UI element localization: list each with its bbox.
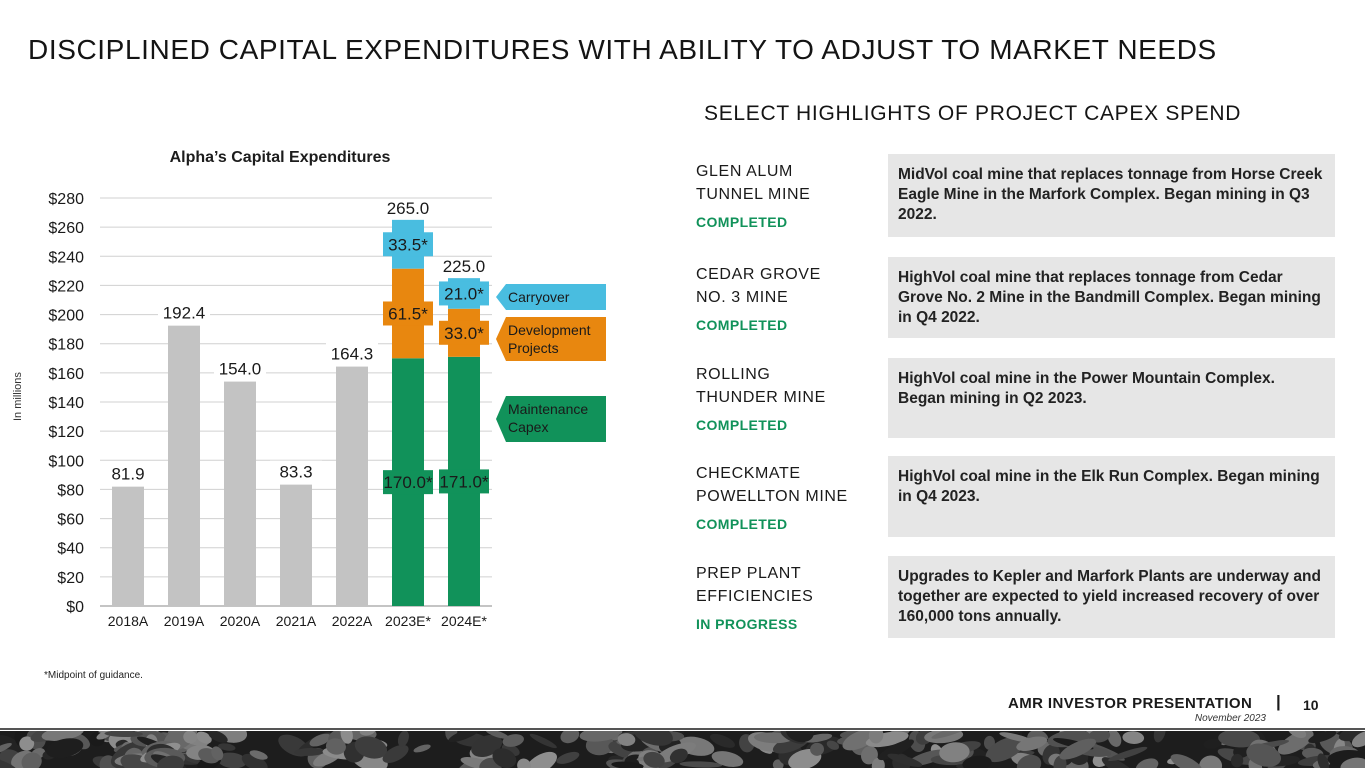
total-label: 225.0 — [443, 257, 486, 276]
bar-actual — [336, 366, 368, 606]
project-prep-plant: PREP PLANT EFFICIENCIES IN PROGRESS — [696, 562, 886, 632]
project-description-cedar-grove: HighVol coal mine that replaces tonnage … — [888, 257, 1335, 338]
bar-actual — [280, 484, 312, 606]
page-number: 10 — [1303, 697, 1319, 713]
legend-label: Carryover — [508, 289, 570, 305]
y-tick-label: $180 — [48, 337, 84, 354]
legend-flag-maintenance-capex — [496, 396, 606, 442]
project-name: ROLLING THUNDER MINE — [696, 366, 826, 406]
legend-flag-development-projects — [496, 317, 606, 361]
y-tick-label: $140 — [48, 395, 84, 412]
project-name: GLEN ALUM TUNNEL MINE — [696, 163, 811, 203]
coal-texture-banner — [0, 731, 1365, 768]
y-tick-label: $0 — [66, 599, 84, 616]
x-tick-label: 2019A — [164, 613, 205, 629]
y-tick-label: $40 — [57, 541, 84, 558]
legend-label: Development — [508, 322, 591, 338]
data-label: 83.3 — [279, 463, 312, 482]
x-tick-label: 2024E* — [441, 613, 487, 629]
data-label-bg — [270, 460, 322, 482]
y-tick-label: $80 — [57, 482, 84, 499]
footer-date: November 2023 — [1194, 713, 1266, 724]
y-tick-label: $120 — [48, 424, 84, 441]
y-tick-label: $280 — [48, 191, 84, 208]
x-tick-label: 2021A — [276, 613, 317, 629]
footer-divider — [0, 728, 1365, 730]
segment-label-box — [439, 320, 489, 345]
project-rolling-thunder: ROLLING THUNDER MINE COMPLETED — [696, 363, 886, 433]
project-description-prep-plant: Upgrades to Kepler and Marfork Plants ar… — [888, 556, 1335, 638]
y-tick-label: $60 — [57, 512, 84, 529]
data-label-bg — [158, 301, 210, 323]
project-description-rolling-thunder: HighVol coal mine in the Power Mountain … — [888, 358, 1335, 438]
bar-actual — [168, 325, 200, 606]
project-name: CEDAR GROVE NO. 3 MINE — [696, 266, 821, 306]
segment-label-box — [439, 281, 489, 306]
segment-label-box — [383, 232, 433, 257]
segment-label-box — [439, 469, 489, 494]
data-label: 192.4 — [163, 304, 206, 323]
segment-label-box — [383, 470, 433, 495]
project-status: COMPLETED — [696, 214, 788, 230]
project-glen-alum: GLEN ALUM TUNNEL MINE COMPLETED — [696, 160, 886, 230]
project-description-glen-alum: MidVol coal mine that replaces tonnage f… — [888, 154, 1335, 237]
x-tick-label: 2022A — [332, 613, 373, 629]
x-tick-label: 2023E* — [385, 613, 431, 629]
project-checkmate-powellton: CHECKMATE POWELLTON MINE COMPLETED — [696, 462, 886, 532]
y-tick-label: $200 — [48, 308, 84, 325]
legend-label: Projects — [508, 340, 559, 356]
footer-brand: AMR INVESTOR PRESENTATION — [1008, 695, 1253, 712]
y-tick-label: $260 — [48, 220, 84, 237]
legend-flag-carryover — [496, 284, 606, 310]
project-description-checkmate-powellton: HighVol coal mine in the Elk Run Complex… — [888, 456, 1335, 537]
segment-label-box — [383, 301, 433, 326]
y-tick-label: $220 — [48, 278, 84, 295]
footnote: *Midpoint of guidance. — [44, 670, 143, 681]
segment-label: 33.5* — [388, 235, 428, 254]
data-label-bg — [326, 342, 378, 364]
project-status: IN PROGRESS — [696, 616, 798, 632]
y-tick-label: $20 — [57, 570, 84, 587]
y-tick-label: $240 — [48, 249, 84, 266]
y-tick-label: $160 — [48, 366, 84, 383]
segment-label: 21.0* — [444, 284, 484, 303]
footer-separator: | — [1276, 692, 1281, 711]
project-status: COMPLETED — [696, 317, 788, 333]
segment-label: 170.0* — [383, 473, 433, 492]
project-status: COMPLETED — [696, 516, 788, 532]
segment-label: 171.0* — [439, 472, 489, 491]
highlights-title: SELECT HIGHLIGHTS OF PROJECT CAPEX SPEND — [704, 102, 1242, 125]
bar-actual — [112, 486, 144, 606]
segment-label: 33.0* — [444, 324, 484, 343]
bar-actual — [224, 381, 256, 606]
data-label-bg — [102, 462, 154, 484]
x-tick-label: 2018A — [108, 613, 149, 629]
chart-title: Alpha’s Capital Expenditures — [169, 149, 391, 166]
project-status: COMPLETED — [696, 417, 788, 433]
project-name: PREP PLANT EFFICIENCIES — [696, 565, 814, 605]
project-cedar-grove: CEDAR GROVE NO. 3 MINE COMPLETED — [696, 263, 886, 333]
legend-label: Maintenance — [508, 401, 588, 417]
data-label: 154.0 — [219, 360, 262, 379]
data-label-bg — [214, 357, 266, 379]
page-title: DISCIPLINED CAPITAL EXPENDITURES WITH AB… — [28, 34, 1217, 65]
project-name: CHECKMATE POWELLTON MINE — [696, 465, 848, 505]
segment-label: 61.5* — [388, 304, 428, 323]
total-label: 265.0 — [387, 199, 430, 218]
y-tick-label: $100 — [48, 453, 84, 470]
capex-bar-chart: $0 $20 $40 $60 $80 $100 $120 $140 $160 $180 $200 $2… — [48, 191, 606, 629]
legend-label: Capex — [508, 419, 548, 435]
data-label: 164.3 — [331, 345, 374, 364]
data-label: 81.9 — [111, 465, 144, 484]
x-tick-label: 2020A — [220, 613, 261, 629]
